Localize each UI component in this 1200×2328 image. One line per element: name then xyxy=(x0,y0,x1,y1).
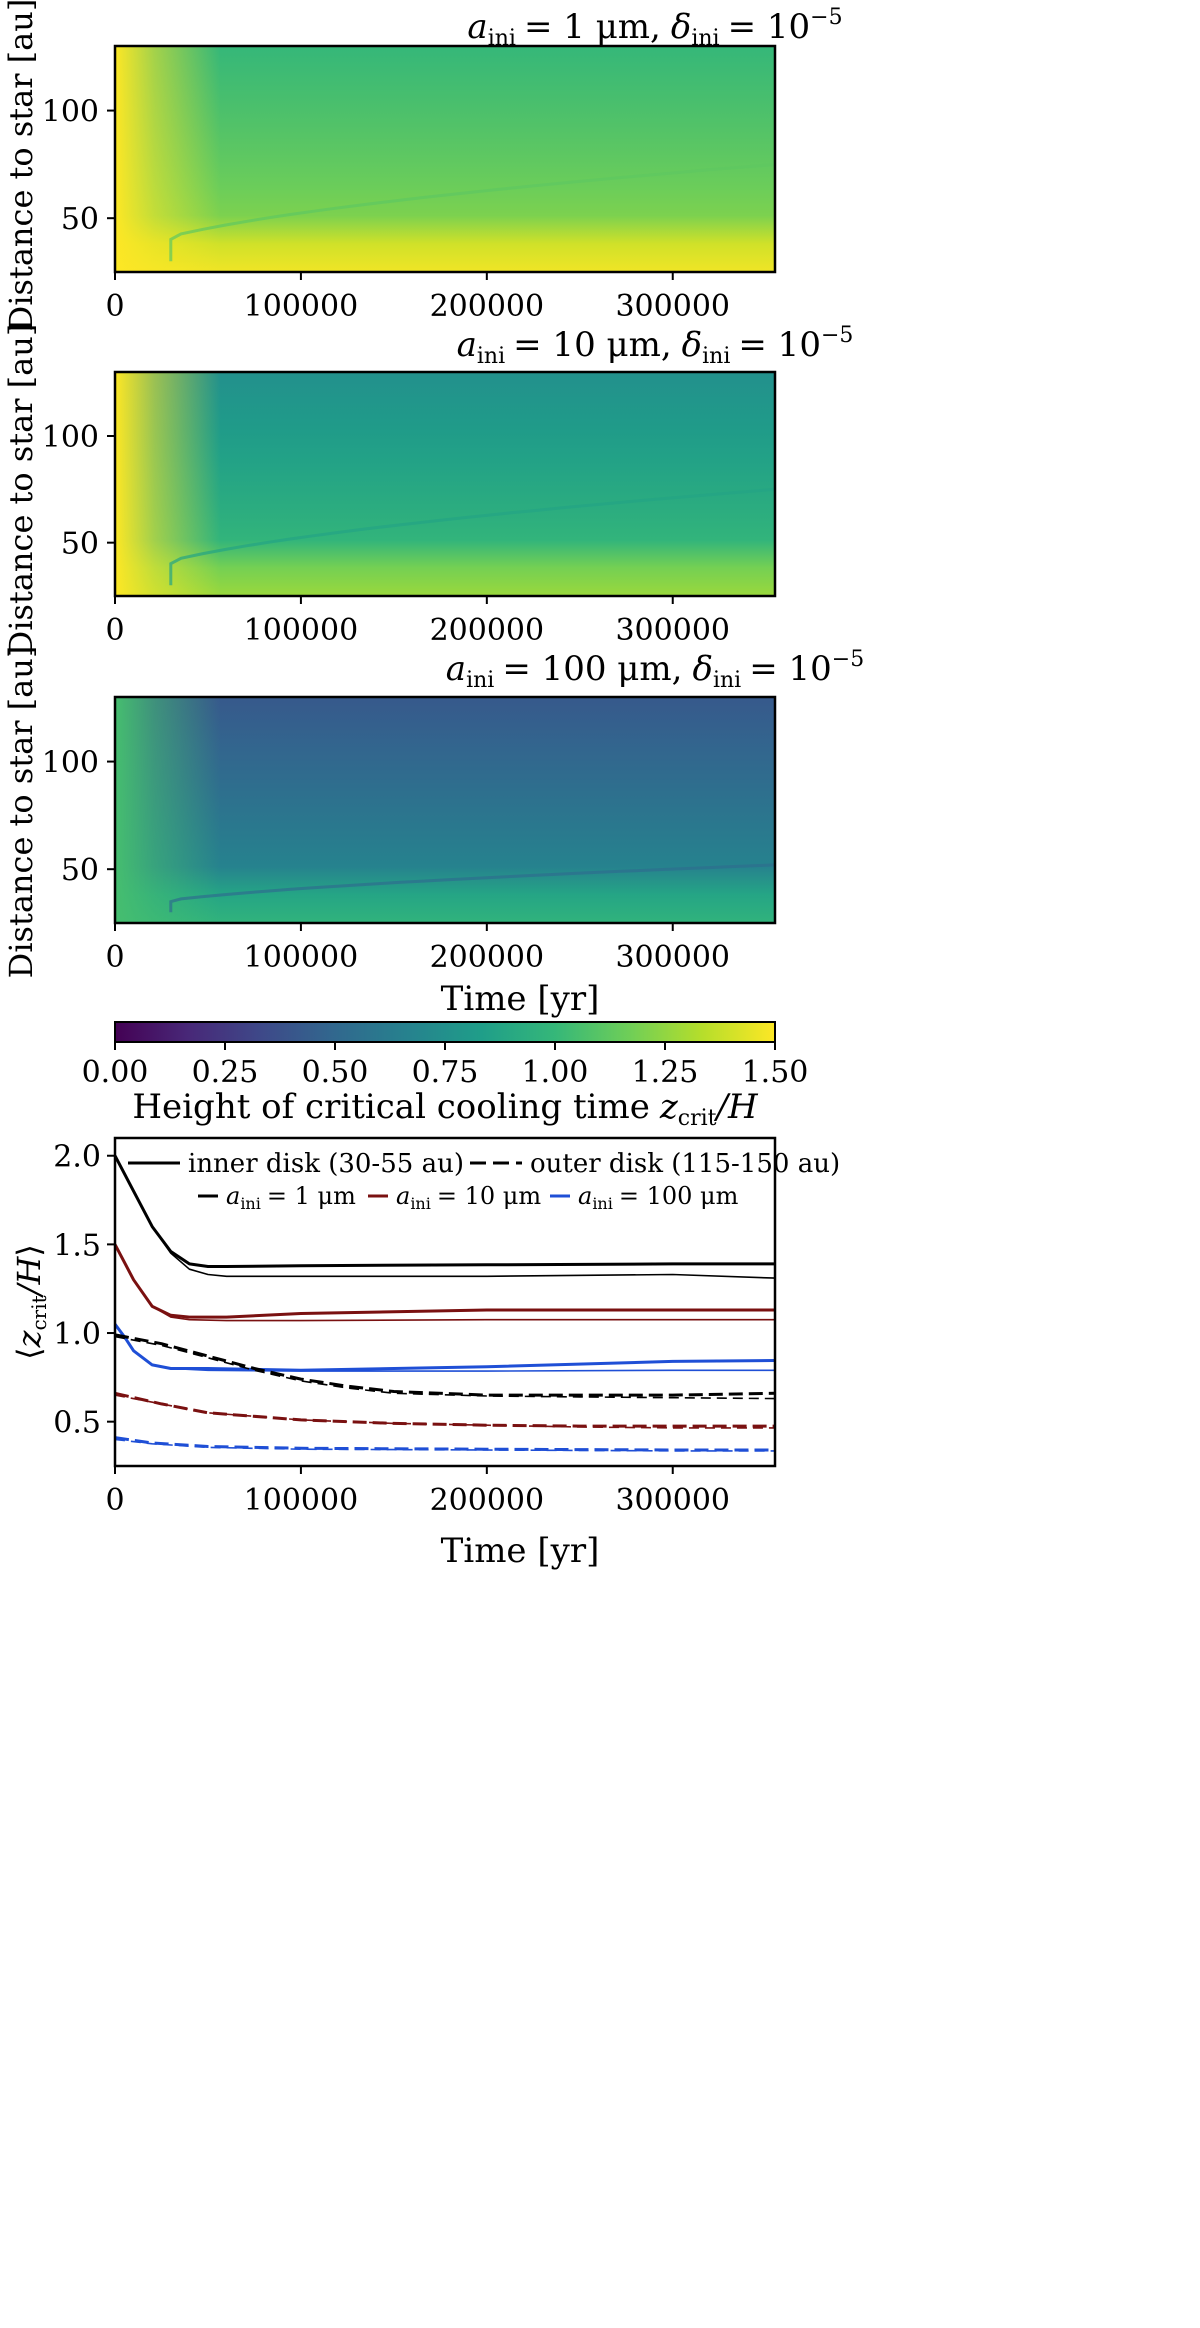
heatmap-3-ytick-label: 50 xyxy=(61,853,99,888)
line-plot-xtick-label: 0 xyxy=(105,1483,124,1518)
heatmap-1-early-region xyxy=(115,46,775,272)
colorbar-label: Height of critical cooling time zcrit/H xyxy=(132,1087,759,1131)
colorbar-tick-label: 1.50 xyxy=(742,1055,809,1090)
colorbar-tick-label: 0.00 xyxy=(82,1055,149,1090)
heatmap-panel-2: aini = 10 μm, δini = 10−5 0 100000 200000 3000… xyxy=(2,323,853,656)
heatmap-1-front-curve xyxy=(169,162,776,262)
heatmap-2-xtick-label: 100000 xyxy=(244,613,359,648)
series-inner-10um-thin xyxy=(114,1244,775,1322)
heatmap-2-early-region xyxy=(115,372,775,596)
heatmap-1-frame xyxy=(113,44,777,274)
series-outer-1um-thick xyxy=(114,1333,776,1397)
line-plot-xtick-label: 300000 xyxy=(615,1483,730,1518)
heatmap-2-front-curve xyxy=(169,487,776,586)
heatmap-2-ytick-label: 100 xyxy=(42,420,99,455)
legend-100um-label: aini = 100 μm xyxy=(578,1182,739,1213)
heatmap-3-early-region xyxy=(115,697,775,923)
line-plot-ytick-label: 1.0 xyxy=(53,1317,101,1352)
series-outer-10um-thin xyxy=(114,1394,775,1429)
line-plot-ytick-label: 1.5 xyxy=(53,1228,101,1263)
heatmap-2-frame xyxy=(113,370,777,598)
colorbar-tick-label: 0.50 xyxy=(302,1055,369,1090)
line-plot-ylabel: ⟨zcrit/H⟩ xyxy=(10,1244,51,1360)
heatmap-2-ytick-label: 50 xyxy=(61,527,99,562)
series-outer-100um-thick xyxy=(114,1436,775,1452)
panel-1-title: aini = 1 μm, δini = 10−5 xyxy=(467,5,842,51)
heatmap-1-xtick-label: 200000 xyxy=(430,289,545,324)
series-inner-1um-thin xyxy=(114,1155,776,1279)
heatmap-1-ytick-label: 50 xyxy=(61,202,99,237)
heatmap-panel-1: aini = 1 μm, δini = 10−5 0 100000 200000 30000… xyxy=(2,0,843,331)
colorbar-tick-label: 1.00 xyxy=(522,1055,589,1090)
heatmap-3-front-curve xyxy=(169,863,776,913)
panel-1-ylabel: Distance to star [au] xyxy=(2,0,40,331)
panel-2-title: aini = 10 μm, δini = 10−5 xyxy=(457,323,854,369)
legend-inner-disk-label: inner disk (30-55 au) xyxy=(188,1149,464,1179)
heatmap-1-xtick-label: 300000 xyxy=(615,289,730,324)
series-outer-1um-thin xyxy=(114,1335,776,1400)
line-plot-xlabel: Time [yr] xyxy=(441,1531,600,1571)
line-plot-ytick-label: 0.5 xyxy=(53,1406,101,1441)
series-inner-10um-thick xyxy=(113,1243,775,1319)
colorbar-tick-label: 0.25 xyxy=(192,1055,259,1090)
legend-1um-label: aini = 1 μm xyxy=(226,1182,356,1213)
colorbar-gradient xyxy=(114,1021,776,1043)
colorbar-tick-label: 1.25 xyxy=(632,1055,699,1090)
line-plot-xtick-label: 200000 xyxy=(430,1483,545,1518)
series-outer-100um-thin xyxy=(114,1438,775,1452)
colorbar: 0.00 0.25 0.50 0.75 1.00 1.25 1.50 Height of c… xyxy=(82,1021,809,1131)
heatmap-2-xtick-label: 300000 xyxy=(615,613,730,648)
panel-3-xlabel: Time [yr] xyxy=(441,979,600,1019)
panel-3-ylabel: Distance to star [au] xyxy=(2,646,40,979)
heatmap-3-ytick-label: 100 xyxy=(42,746,99,781)
legend: inner disk (30-55 au) outer disk (115-15… xyxy=(128,1149,840,1213)
heatmap-panel-3: aini = 100 μm, δini = 10−5 0 100000 200000 300… xyxy=(2,646,864,1019)
heatmap-1-ytick-label: 100 xyxy=(42,95,99,130)
legend-outer-disk-label: outer disk (115-150 au) xyxy=(530,1149,840,1179)
heatmap-3-xtick-label: 300000 xyxy=(615,940,730,975)
heatmap-1-xtick-label: 100000 xyxy=(244,289,359,324)
series-inner-100um-thin xyxy=(114,1323,775,1372)
heatmap-2-xtick-label: 200000 xyxy=(430,613,545,648)
heatmap-3-xtick-label: 200000 xyxy=(430,940,545,975)
line-plot-frame xyxy=(113,1136,777,1468)
line-plot-xtick-label: 100000 xyxy=(244,1483,359,1518)
colorbar-tick-label: 0.75 xyxy=(412,1055,479,1090)
series-inner-100um-thick xyxy=(113,1323,776,1372)
line-plot-ytick-label: 2.0 xyxy=(53,1140,101,1175)
heatmap-1-xtick-label: 0 xyxy=(105,289,124,324)
panel-3-title: aini = 100 μm, δini = 10−5 xyxy=(446,647,864,693)
heatmap-2-xtick-label: 0 xyxy=(105,613,124,648)
legend-10um-label: aini = 10 μm xyxy=(396,1182,541,1213)
heatmap-3-frame xyxy=(113,695,777,925)
heatmap-3-xtick-label: 0 xyxy=(105,940,124,975)
panel-2-ylabel: Distance to star [au] xyxy=(2,324,40,657)
line-plot: 0 100000 200000 300000 0.5 1.0 1.5 2.0 inner di… xyxy=(10,1136,840,1571)
heatmap-3-xtick-label: 100000 xyxy=(244,940,359,975)
